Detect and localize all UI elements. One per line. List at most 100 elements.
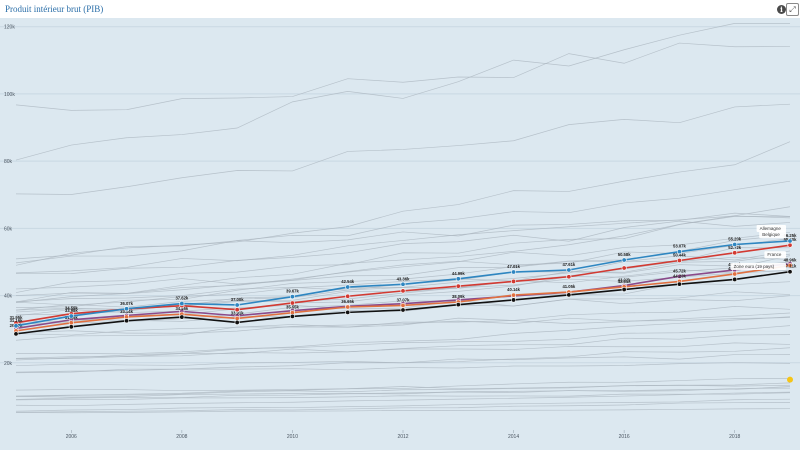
- legend-allemagne: Allemagne: [756, 225, 786, 233]
- background-line: [15, 362, 791, 374]
- background-line: [15, 180, 791, 264]
- data-label: 42.54k: [341, 279, 354, 284]
- data-label: 47.01k: [507, 264, 520, 269]
- data-point: [400, 302, 406, 308]
- data-point: [621, 257, 627, 263]
- data-point: [345, 293, 351, 299]
- data-point: [511, 292, 517, 298]
- data-label: 31.95k: [10, 315, 23, 320]
- x-tick-label: 2012: [397, 434, 408, 440]
- background-line: [15, 231, 791, 303]
- background-line: [15, 42, 791, 111]
- data-label: 37.00k: [231, 297, 244, 302]
- info-icon[interactable]: i: [777, 5, 786, 14]
- data-point: [732, 241, 738, 247]
- data-label: 52.72k: [728, 245, 741, 250]
- x-tick-label: 2018: [729, 434, 740, 440]
- y-tick-label: 80k: [4, 159, 13, 165]
- data-point: [345, 309, 351, 315]
- data-point: [511, 278, 517, 284]
- data-point: [13, 331, 19, 337]
- background-line: [15, 325, 791, 355]
- data-point: [676, 257, 682, 263]
- legend-france: France: [764, 251, 786, 259]
- data-point: [455, 276, 461, 282]
- data-point: [234, 319, 240, 325]
- background-line: [15, 253, 791, 306]
- background-line: [15, 212, 791, 260]
- background-line: [15, 384, 791, 392]
- data-point: [400, 307, 406, 313]
- data-label: 33.98k: [65, 308, 78, 313]
- data-point: [621, 287, 627, 293]
- data-point: [179, 314, 185, 320]
- data-point: [732, 271, 738, 277]
- chart-area: 20k 40k 60k 80k 100k 120k 2006 2008 2010 2012 2014…: [0, 18, 800, 450]
- data-point: [787, 238, 793, 244]
- chart-title: Produit intérieur brut (PIB): [5, 4, 104, 14]
- background-line: [15, 23, 790, 161]
- legend-label: Zone euro (19 pays): [734, 264, 775, 269]
- data-label: 37.62k: [175, 296, 188, 301]
- background-line: [15, 398, 791, 412]
- background-line: [15, 317, 791, 334]
- data-point: [676, 273, 682, 279]
- data-label: 56.25k: [784, 233, 797, 238]
- data-point: [124, 318, 130, 324]
- data-label: 44.20k: [673, 273, 686, 278]
- background-line: [15, 306, 791, 341]
- legend-label: Belgique: [762, 232, 780, 237]
- line-chart: 20k 40k 60k 80k 100k 120k 2006 2008 2010 2012 2014…: [0, 18, 800, 450]
- background-line: [15, 392, 791, 401]
- data-point: [455, 302, 461, 308]
- data-label: 47.11k: [784, 264, 797, 269]
- background-line: [15, 408, 791, 414]
- background-line: [15, 281, 791, 325]
- data-point: [68, 313, 74, 319]
- data-point: [621, 265, 627, 271]
- data-point: [566, 292, 572, 298]
- legend-box: [756, 225, 786, 233]
- y-tick-label: 100k: [4, 92, 15, 98]
- data-point: [13, 323, 19, 329]
- data-label: 33.91k: [231, 310, 244, 315]
- x-tick-label: 2006: [66, 434, 77, 440]
- data-label: 55.20k: [728, 236, 741, 241]
- background-line: [15, 216, 791, 293]
- data-point: [455, 283, 461, 289]
- data-point: [566, 267, 572, 273]
- legend-label: Allemagne: [760, 226, 782, 231]
- series-zone_euro: 47.11k: [13, 264, 797, 337]
- background-series: [15, 23, 791, 414]
- legend-zone_euro: Zone euro (19 pays): [730, 263, 786, 271]
- legend-box: [730, 263, 786, 271]
- data-label: 34.46k: [175, 306, 188, 311]
- data-point: [179, 301, 185, 307]
- series-allemagne: 31.16k 33.98k 36.07k 37.62k 37.00k 39.67k 42.5…: [10, 233, 797, 329]
- data-label: 50.58k: [618, 252, 631, 257]
- data-label: 43.36k: [397, 276, 410, 281]
- plot-background: [0, 18, 800, 450]
- data-point: [289, 300, 295, 306]
- data-point: [289, 294, 295, 300]
- chart-header: Produit intérieur brut (PIB) i ⤢: [0, 0, 800, 18]
- y-tick-label: 20k: [4, 361, 13, 367]
- background-line: [15, 103, 791, 195]
- data-point: [732, 250, 738, 256]
- legend-box: [759, 231, 786, 239]
- data-label: 38.09k: [452, 294, 465, 299]
- data-point: [676, 281, 682, 287]
- data-point: [676, 249, 682, 255]
- expand-icon[interactable]: ⤢: [786, 3, 799, 16]
- data-point: [289, 313, 295, 319]
- data-label: 34.59k: [65, 306, 78, 311]
- data-label: 36.07k: [120, 301, 133, 306]
- data-label: 35.55k: [286, 305, 299, 310]
- background-line: [15, 247, 791, 296]
- legend-box: [764, 251, 786, 259]
- data-label: 36.65k: [341, 299, 354, 304]
- data-label: 47.61k: [562, 262, 575, 267]
- background-line: [15, 206, 791, 303]
- data-label: 45.72k: [673, 268, 686, 273]
- background-line: [15, 215, 791, 274]
